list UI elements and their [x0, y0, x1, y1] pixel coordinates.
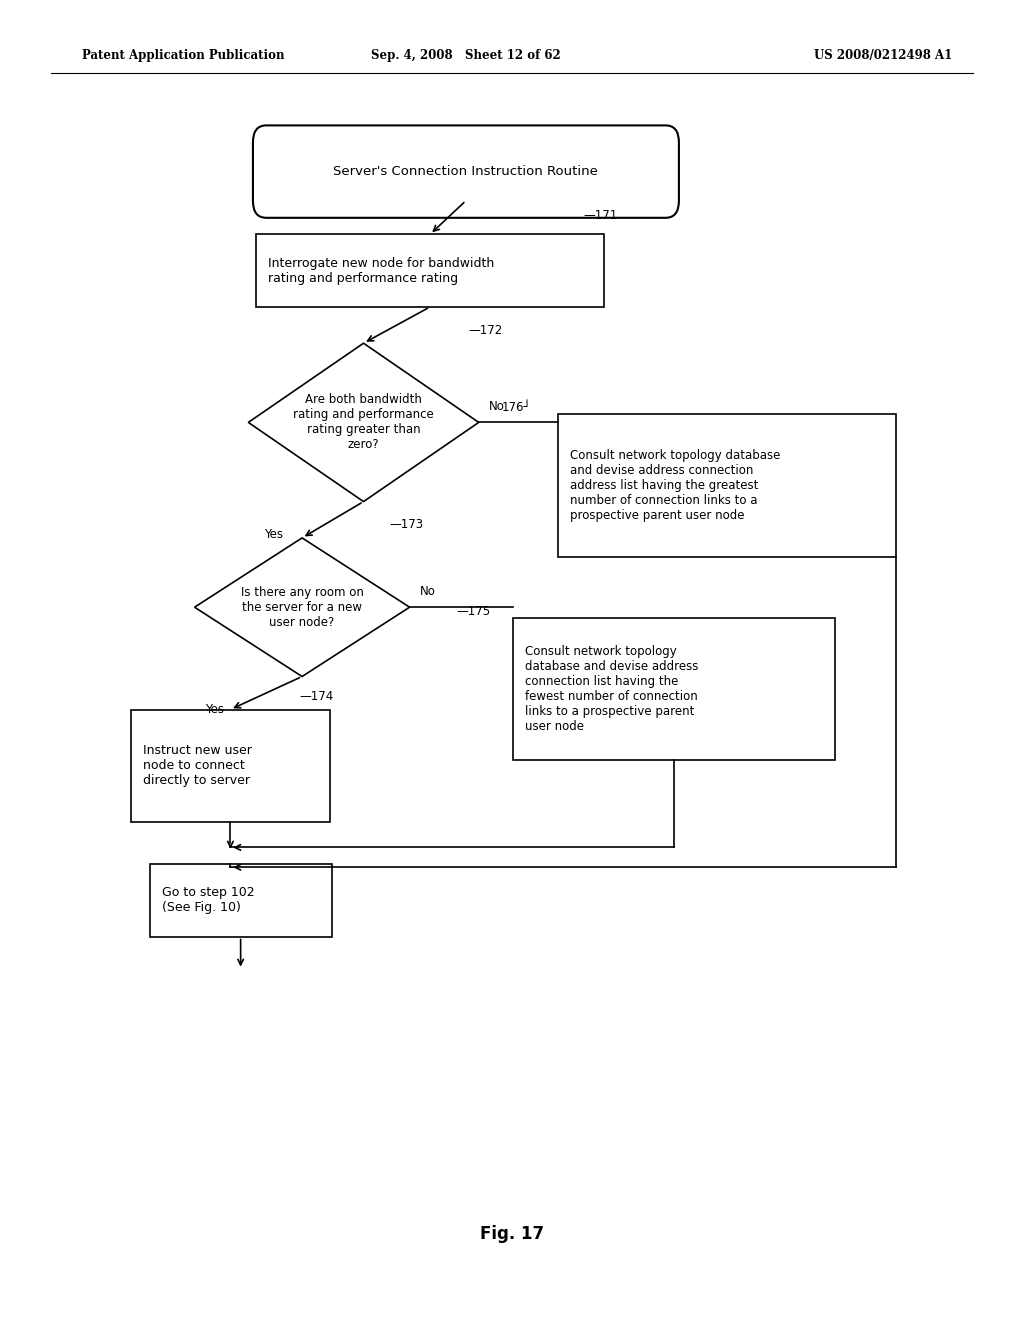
- Text: Yes: Yes: [264, 528, 283, 541]
- Text: —174: —174: [299, 690, 334, 702]
- Text: —172: —172: [468, 323, 503, 337]
- Text: Server's Connection Instruction Routine: Server's Connection Instruction Routine: [334, 165, 598, 178]
- Text: Are both bandwidth
rating and performance
rating greater than
zero?: Are both bandwidth rating and performanc…: [293, 393, 434, 451]
- FancyBboxPatch shape: [253, 125, 679, 218]
- Text: Sep. 4, 2008   Sheet 12 of 62: Sep. 4, 2008 Sheet 12 of 62: [371, 49, 561, 62]
- Polygon shape: [195, 539, 410, 676]
- Text: Instruct new user
node to connect
directly to server: Instruct new user node to connect direct…: [143, 744, 252, 787]
- Text: Is there any room on
the server for a new
user node?: Is there any room on the server for a ne…: [241, 586, 364, 628]
- Text: 176┘: 176┘: [502, 401, 531, 414]
- Bar: [558, 414, 896, 557]
- Text: Go to step 102
(See Fig. 10): Go to step 102 (See Fig. 10): [162, 886, 254, 915]
- Text: Patent Application Publication: Patent Application Publication: [82, 49, 285, 62]
- Bar: [513, 618, 836, 760]
- Text: Interrogate new node for bandwidth
rating and performance rating: Interrogate new node for bandwidth ratin…: [268, 256, 495, 285]
- Bar: [150, 865, 332, 937]
- Bar: [256, 234, 604, 306]
- Text: US 2008/0212498 A1: US 2008/0212498 A1: [814, 49, 952, 62]
- Text: —171: —171: [584, 210, 617, 222]
- Text: No: No: [420, 585, 436, 598]
- Text: Consult network topology database
and devise address connection
address list hav: Consult network topology database and de…: [570, 449, 780, 523]
- Text: No: No: [489, 400, 505, 413]
- Text: Consult network topology
database and devise address
connection list having the
: Consult network topology database and de…: [525, 645, 698, 733]
- Text: —175: —175: [457, 605, 490, 618]
- Bar: [131, 710, 330, 821]
- Text: Yes: Yes: [205, 704, 224, 715]
- Text: —173: —173: [389, 519, 423, 531]
- Text: Fig. 17: Fig. 17: [480, 1225, 544, 1243]
- Polygon shape: [248, 343, 478, 502]
